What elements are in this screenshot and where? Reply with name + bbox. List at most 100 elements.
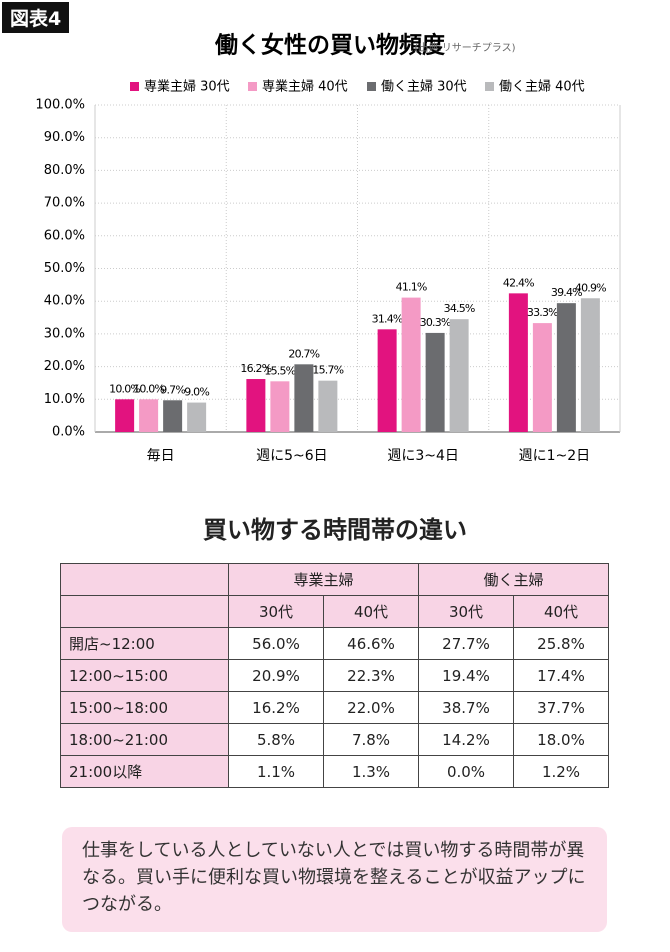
table-cell: 56.0%: [228, 627, 324, 660]
table-cell: 1.3%: [323, 755, 419, 788]
bar: [401, 297, 421, 432]
chart-title: 働く女性の買い物頻度: [214, 32, 446, 59]
table-cell: 働く主婦: [418, 563, 609, 596]
bar: [532, 323, 552, 432]
y-tick-label: 20.0%: [44, 359, 85, 374]
bar: [115, 399, 135, 432]
note: 仕事をしている人としていない人とでは買い物する時間帯が異なる。買い手に便利な買い…: [62, 827, 607, 932]
table-cell: 25.8%: [513, 627, 609, 660]
table-cell: [60, 563, 229, 596]
y-tick-label: 80.0%: [44, 163, 85, 178]
table-cell: 専業主婦: [228, 563, 419, 596]
value-label: 15.5%: [264, 364, 295, 377]
value-label: 33.3%: [527, 306, 558, 319]
legend-label: 専業主婦 40代: [262, 79, 348, 95]
y-tick-label: 50.0%: [44, 261, 85, 276]
x-tick-label: 週に5~6日: [256, 448, 328, 464]
value-label: 10.0%: [133, 382, 164, 395]
value-label: 9.0%: [184, 386, 209, 399]
y-tick-label: 100.0%: [35, 98, 85, 113]
table-cell: 22.0%: [323, 691, 419, 724]
y-tick-label: 0.0%: [52, 425, 85, 440]
chart-subtitle: (出典:リサーチプラス): [415, 41, 516, 54]
y-tick-label: 10.0%: [44, 392, 85, 407]
legend-label: 働く主婦 40代: [499, 79, 585, 95]
y-tick-label: 60.0%: [44, 228, 85, 243]
table-cell: 37.7%: [513, 691, 609, 724]
chart: 働く女性の買い物頻度 (出典:リサーチプラス) 専業主婦 30代 専業主婦 40代…: [35, 32, 621, 464]
table-cell: 40代: [513, 595, 609, 628]
table-row: 21:00以降 1.1% 1.3% 0.0% 1.2%: [60, 755, 609, 788]
legend-swatch: [248, 82, 257, 91]
table-cell: 30代: [418, 595, 514, 628]
y-tick-label: 30.0%: [44, 326, 85, 341]
value-label: 30.3%: [420, 316, 451, 329]
y-tick-label: 40.0%: [44, 294, 85, 309]
table-cell: 1.1%: [228, 755, 324, 788]
table-cell: 40代: [323, 595, 419, 628]
x-tick-label: 週に1~2日: [519, 448, 591, 464]
table-cell: 18:00~21:00: [60, 723, 229, 756]
value-label: 40.9%: [575, 281, 606, 294]
table-cell: 開店~12:00: [60, 627, 229, 660]
table-cell: 0.0%: [418, 755, 514, 788]
value-label: 20.7%: [288, 347, 319, 360]
table: 専業主婦 働く主婦 30代 40代 30代 40代 開店~12:00 56.0% 46.6% 27…: [60, 563, 609, 788]
x-tick-label: 週に3~4日: [387, 448, 459, 464]
value-label: 16.2%: [240, 362, 271, 375]
value-label: 41.1%: [396, 281, 427, 294]
bar: [449, 319, 469, 432]
table-cell: 17.4%: [513, 659, 609, 692]
bar: [508, 293, 528, 432]
bar: [246, 379, 266, 432]
bar: [139, 399, 159, 432]
table-cell: 22.3%: [323, 659, 419, 692]
legend-swatch: [367, 82, 376, 91]
table-cell: 19.4%: [418, 659, 514, 692]
table-cell: 1.2%: [513, 755, 609, 788]
bar: [580, 298, 600, 432]
bar: [270, 381, 290, 432]
bar: [425, 332, 445, 432]
table-cell: 15:00~18:00: [60, 691, 229, 724]
table-cell: 16.2%: [228, 691, 324, 724]
y-tick-label: 70.0%: [44, 196, 85, 211]
bar: [556, 303, 576, 432]
table-cell: 38.7%: [418, 691, 514, 724]
figure-label: 図表4: [2, 2, 70, 33]
table-cell: 12:00~15:00: [60, 659, 229, 692]
value-label: 15.7%: [312, 364, 343, 377]
legend-swatch: [485, 82, 494, 91]
table-cell: 21:00以降: [60, 755, 229, 788]
table-cell: 30代: [228, 595, 324, 628]
table-cell: 46.6%: [323, 627, 419, 660]
value-label: 9.7%: [160, 383, 185, 396]
y-tick-label: 90.0%: [44, 130, 85, 145]
bar: [318, 380, 338, 432]
table-title: 買い物する時間帯の違い: [203, 516, 467, 544]
value-label: 39.4%: [551, 286, 582, 299]
table-row: 15:00~18:00 16.2% 22.0% 38.7% 37.7%: [60, 691, 609, 724]
table-row: 18:00~21:00 5.8% 7.8% 14.2% 18.0%: [60, 723, 609, 756]
x-tick-label: 毎日: [147, 448, 175, 464]
table-row: 30代 40代 30代 40代: [60, 595, 609, 628]
table-cell: 20.9%: [228, 659, 324, 692]
table-cell: 18.0%: [513, 723, 609, 756]
bar: [187, 402, 207, 432]
legend-label: 働く主婦 30代: [381, 79, 467, 95]
bar: [294, 364, 314, 432]
table-cell: 7.8%: [323, 723, 419, 756]
table-cell: 5.8%: [228, 723, 324, 756]
legend-label: 専業主婦 30代: [144, 79, 230, 95]
table-cell: 27.7%: [418, 627, 514, 660]
legend-swatch: [130, 82, 139, 91]
value-label: 31.4%: [372, 312, 403, 325]
table-cell: [60, 595, 229, 628]
table-row: 12:00~15:00 20.9% 22.3% 19.4% 17.4%: [60, 659, 609, 692]
value-label: 42.4%: [503, 276, 534, 289]
value-label: 10.0%: [109, 382, 140, 395]
table-cell: 14.2%: [418, 723, 514, 756]
bar: [377, 329, 397, 432]
table-row: 開店~12:00 56.0% 46.6% 27.7% 25.8%: [60, 627, 609, 660]
